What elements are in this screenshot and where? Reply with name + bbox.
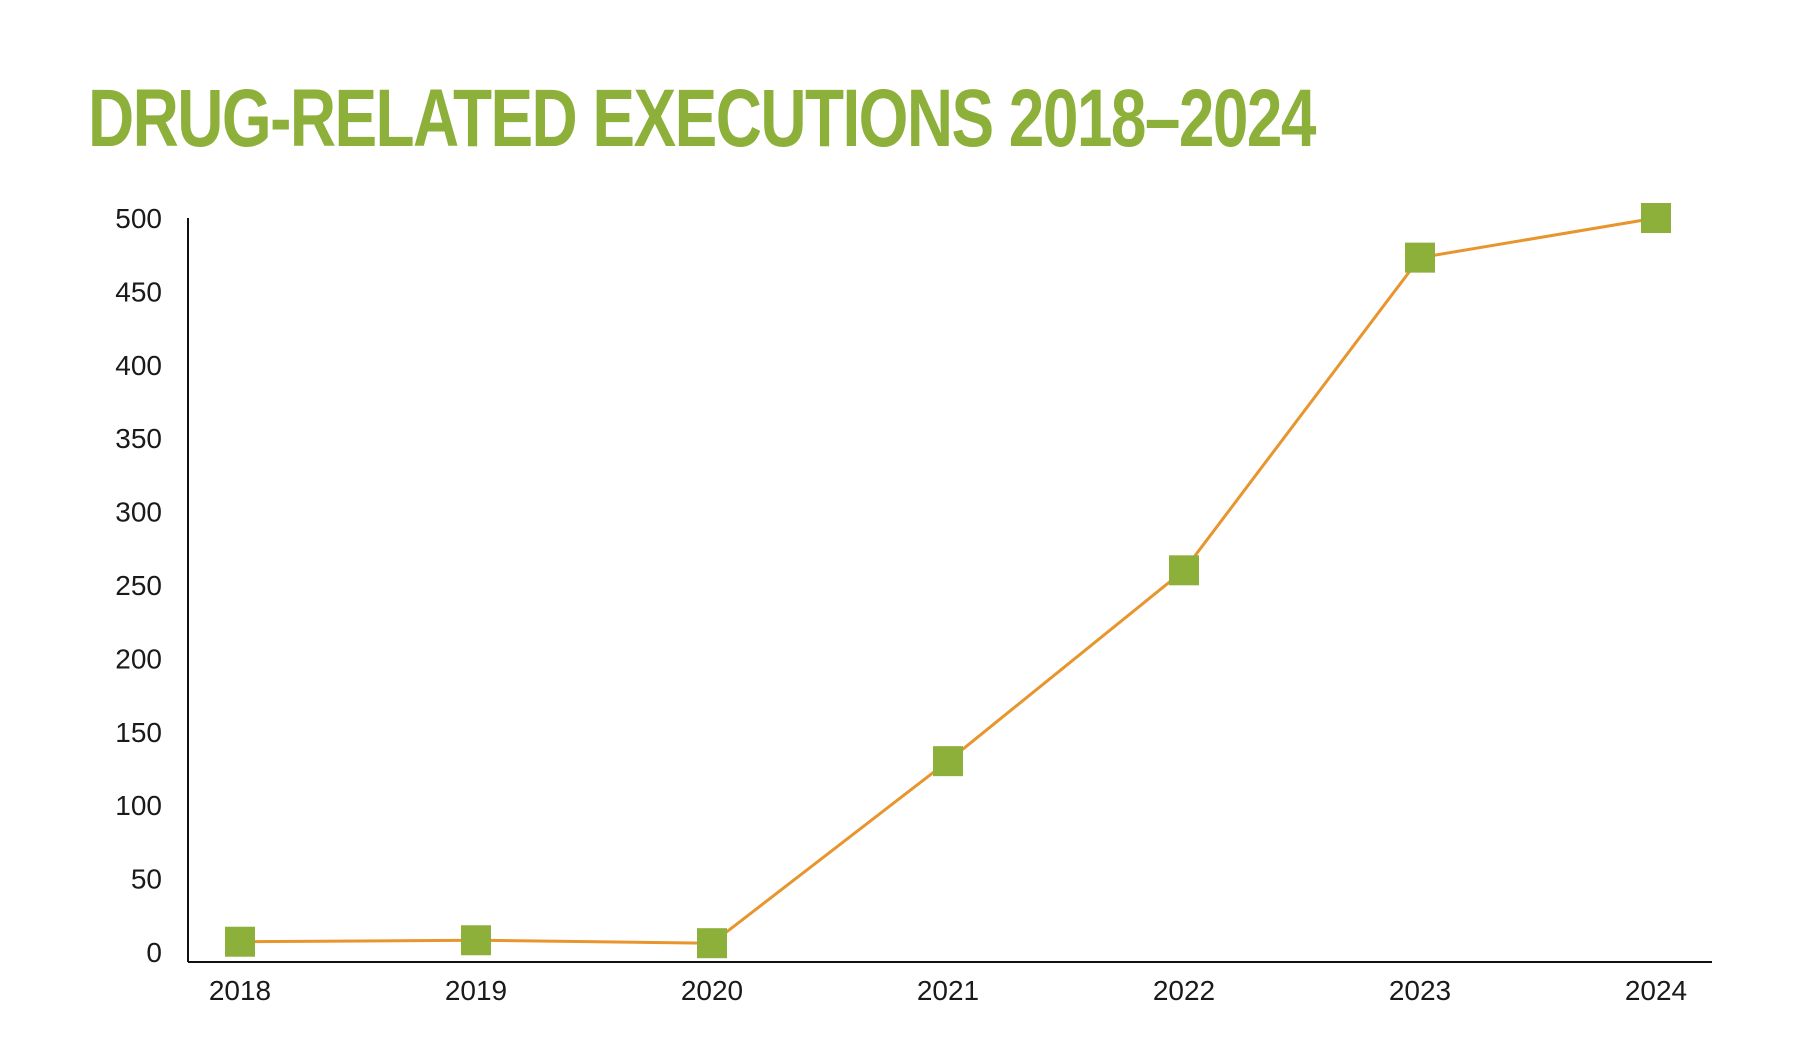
data-point-marker xyxy=(1169,555,1199,586)
x-tick-label: 2021 xyxy=(917,975,979,1006)
x-tick-label: 2024 xyxy=(1625,975,1687,1006)
data-point-marker xyxy=(1405,242,1435,273)
data-point-marker xyxy=(697,928,727,959)
y-tick-label: 50 xyxy=(131,864,162,895)
y-tick-label: 450 xyxy=(115,276,162,307)
series-line xyxy=(239,216,1657,945)
x-tick-label: 2018 xyxy=(209,975,271,1006)
y-tick-label: 250 xyxy=(115,570,162,601)
y-tick-label: 400 xyxy=(115,350,162,381)
data-point-marker xyxy=(461,925,491,956)
x-tick-label: 2019 xyxy=(445,975,507,1006)
y-tick-label: 200 xyxy=(115,643,162,674)
x-tick-label: 2023 xyxy=(1389,975,1451,1006)
y-tick-label: 500 xyxy=(115,203,162,234)
data-point-marker xyxy=(225,926,255,957)
y-tick-label: 0 xyxy=(146,937,162,968)
chart-title: DRUG-RELATED EXECUTIONS 2018–2024 xyxy=(88,73,1316,164)
y-axis-tick-labels: 0 50 100 150 200 250 300 350 400 450 500 xyxy=(115,203,162,968)
y-tick-label: 150 xyxy=(115,717,162,748)
series-lines xyxy=(239,216,1657,945)
x-tick-label: 2022 xyxy=(1153,975,1215,1006)
y-tick-label: 350 xyxy=(115,423,162,454)
y-tick-label: 300 xyxy=(115,497,162,528)
x-axis-tick-labels: 2018 2019 2020 2021 2022 2023 2024 xyxy=(209,975,1687,1006)
x-tick-label: 2020 xyxy=(681,975,743,1006)
y-tick-label: 100 xyxy=(115,790,162,821)
data-markers xyxy=(225,203,1671,959)
data-point-marker xyxy=(933,746,963,777)
data-point-marker xyxy=(1641,203,1671,233)
